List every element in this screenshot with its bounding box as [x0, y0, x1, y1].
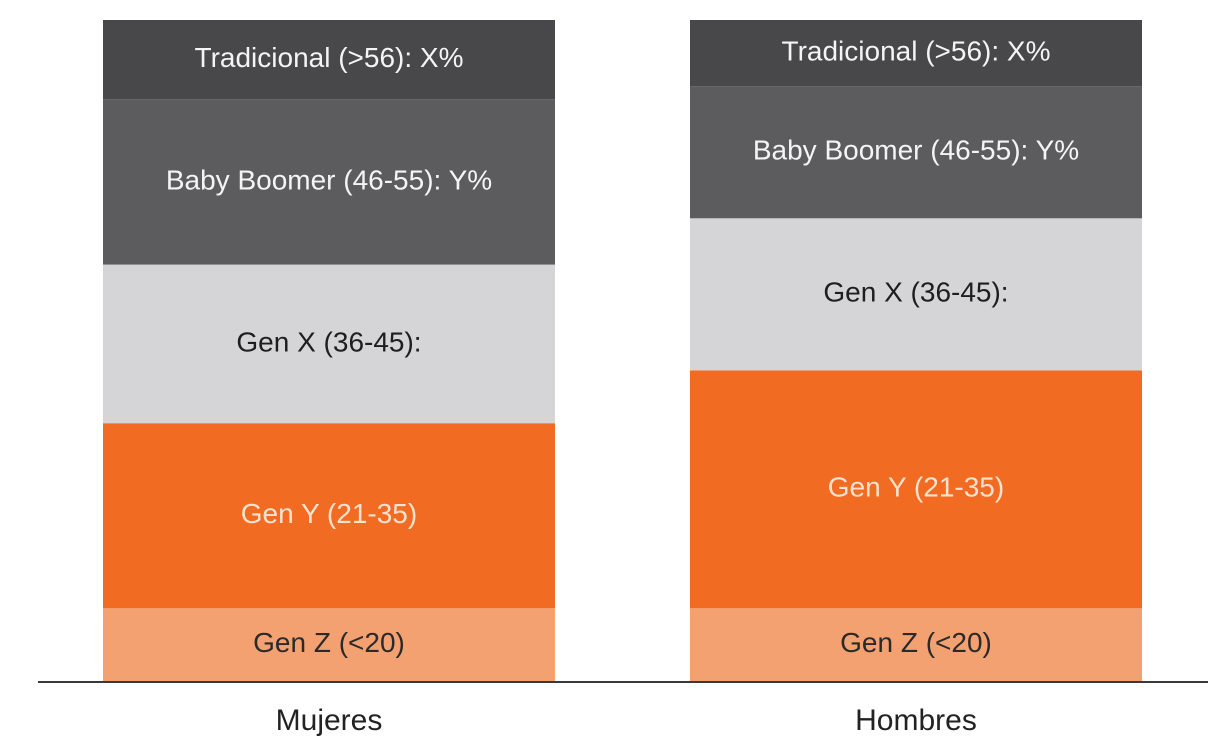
bar-segment: [103, 20, 555, 100]
segment-label: Gen Z (<20): [840, 627, 992, 658]
segment-label: Tradicional (>56): X%: [195, 42, 464, 73]
bar-segment: [103, 99, 555, 265]
bar-segment: [103, 423, 555, 609]
segment-label: Gen Z (<20): [253, 627, 405, 658]
segment-label: Gen X (36-45):: [236, 326, 421, 357]
segment-label: Baby Boomer (46-55): Y%: [166, 164, 492, 195]
segment-label: Baby Boomer (46-55): Y%: [753, 135, 1079, 166]
segment-label: Gen Y (21-35): [241, 498, 417, 529]
segment-label: Gen X (36-45):: [823, 277, 1008, 308]
segment-label: Tradicional (>56): X%: [782, 35, 1051, 66]
bar-segment: [690, 218, 1142, 371]
bar-segment: [690, 370, 1142, 609]
bar-segment: [103, 608, 555, 681]
bar-segment: [103, 264, 555, 424]
x-tick-label: Mujeres: [276, 704, 383, 737]
segment-label: Gen Y (21-35): [828, 472, 1004, 503]
bar-segment: [690, 608, 1142, 681]
bar-segment: [690, 86, 1142, 219]
bar-segment: [690, 20, 1142, 87]
x-tick-label: Hombres: [855, 704, 977, 737]
